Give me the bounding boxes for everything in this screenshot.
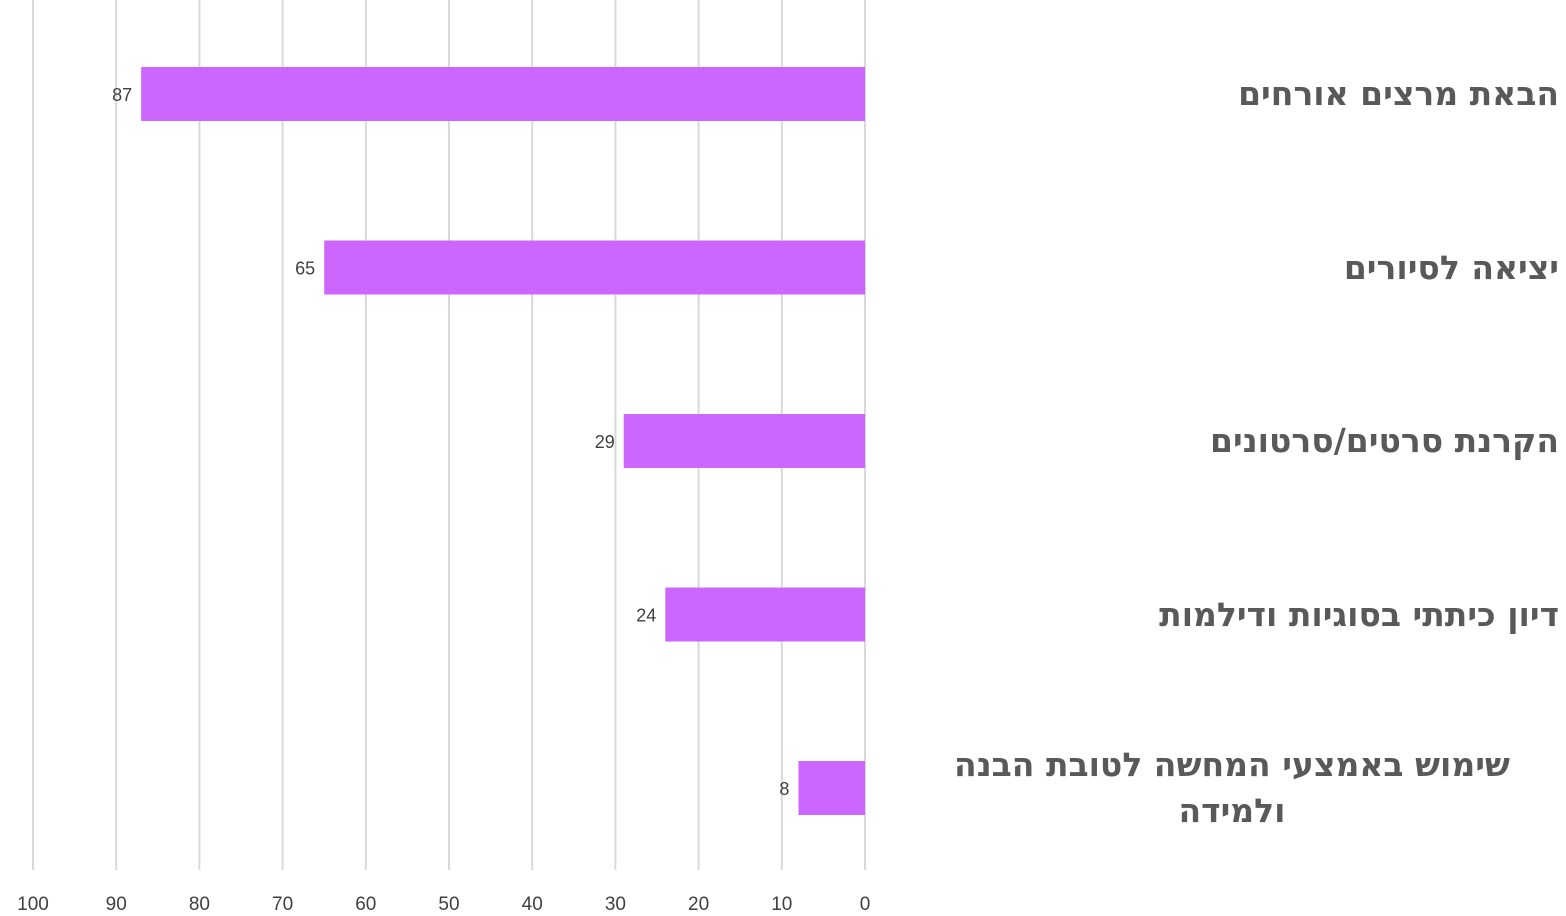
x-tick-label: 20	[688, 894, 709, 915]
x-tick-label: 70	[272, 894, 293, 915]
data-label: 65	[295, 259, 315, 279]
bars	[141, 67, 865, 815]
x-tick-label: 50	[438, 894, 459, 915]
data-label: 87	[112, 85, 132, 105]
category-label: דיון כיתתי בסוגיות ודילמות	[1159, 594, 1559, 634]
category-label: שימוש באמצעי המחשה לטובת הבנה ולמידה	[954, 745, 1510, 830]
bar	[141, 67, 865, 121]
category-label: הקרנת סרטים/סרטונים	[1210, 421, 1559, 460]
data-label: 24	[636, 606, 656, 626]
x-tick-label: 60	[355, 894, 376, 915]
x-tick-label: 10	[771, 894, 792, 915]
data-label: 29	[595, 432, 615, 452]
x-tick-label: 90	[106, 894, 127, 915]
x-tick-label: 30	[605, 894, 626, 915]
x-tick-label: 0	[860, 894, 871, 915]
bar	[324, 240, 865, 295]
x-axis-tick-labels: 0 10 20 30 40 50 60 70 80 90 100	[17, 894, 870, 915]
bar	[665, 587, 865, 642]
x-tick-label: 100	[17, 894, 49, 915]
data-labels: 87 65 29 24 8	[112, 85, 789, 799]
x-tick-label: 80	[189, 894, 210, 915]
bar	[623, 414, 865, 468]
data-label: 8	[779, 779, 789, 799]
x-tick-label: 40	[522, 894, 543, 915]
category-label: יציאה לסיורים	[1343, 247, 1559, 287]
category-label: הבאת מרצים אורחים	[1238, 74, 1559, 113]
bar	[798, 761, 865, 815]
gridlines	[32, 0, 866, 870]
